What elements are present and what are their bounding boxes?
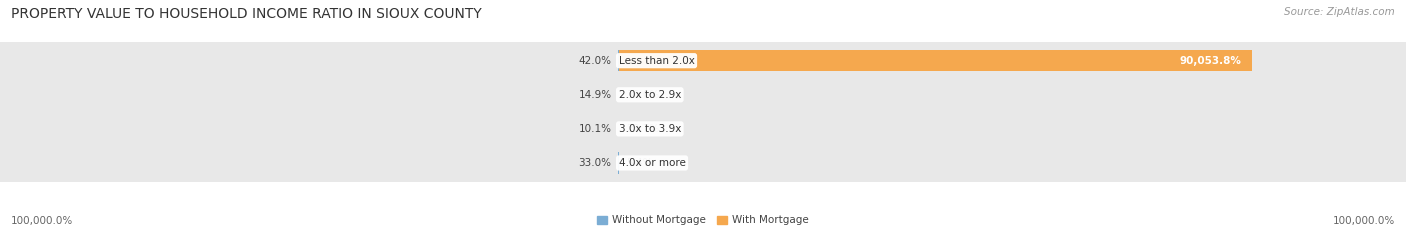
Text: 100,000.0%: 100,000.0% <box>1333 216 1395 226</box>
Text: 5.4%: 5.4% <box>626 158 652 168</box>
Text: 4.0x or more: 4.0x or more <box>619 158 686 168</box>
Text: Less than 2.0x: Less than 2.0x <box>619 56 695 66</box>
Text: 14.9%: 14.9% <box>578 90 612 100</box>
Text: Source: ZipAtlas.com: Source: ZipAtlas.com <box>1284 7 1395 17</box>
Text: 33.0%: 33.0% <box>578 158 612 168</box>
Text: 42.0%: 42.0% <box>578 56 612 66</box>
Text: 2.0x to 2.9x: 2.0x to 2.9x <box>619 90 681 100</box>
Text: 90,053.8%: 90,053.8% <box>1180 56 1241 66</box>
Text: PROPERTY VALUE TO HOUSEHOLD INCOME RATIO IN SIOUX COUNTY: PROPERTY VALUE TO HOUSEHOLD INCOME RATIO… <box>11 7 482 21</box>
Legend: Without Mortgage, With Mortgage: Without Mortgage, With Mortgage <box>593 211 813 230</box>
Bar <box>619 50 1251 71</box>
Text: 3.0x to 3.9x: 3.0x to 3.9x <box>619 124 681 134</box>
Text: 100,000.0%: 100,000.0% <box>11 216 73 226</box>
Text: 23.7%: 23.7% <box>626 124 659 134</box>
Text: 36.6%: 36.6% <box>626 90 659 100</box>
Text: 10.1%: 10.1% <box>578 124 612 134</box>
